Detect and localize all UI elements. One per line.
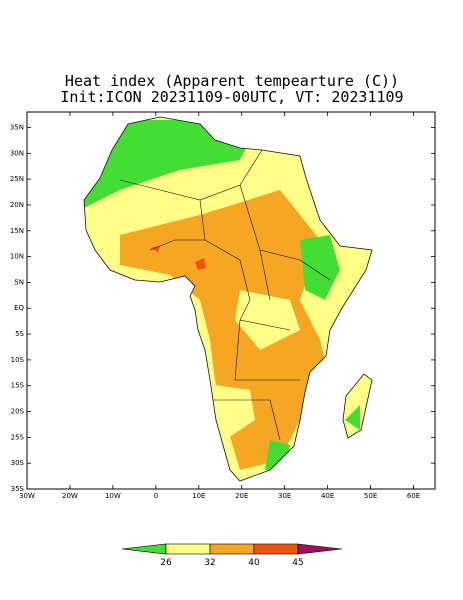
- x-tick-label: 30E: [278, 492, 291, 500]
- y-tick-label: 20S: [11, 408, 25, 416]
- colorbar-segment: [253, 543, 299, 555]
- x-tick-label: 20E: [235, 492, 248, 500]
- y-tick-label: 30N: [10, 149, 24, 157]
- y-tick-label: 10S: [11, 356, 25, 364]
- x-tick-label: 30W: [19, 492, 35, 500]
- colorbar-label: 45: [292, 558, 303, 568]
- colorbar-segment: [165, 543, 211, 555]
- colorbar-high: [297, 543, 343, 555]
- colorbar: 26 32 40 45: [121, 543, 343, 568]
- y-tick-label: 35N: [10, 123, 24, 131]
- colorbar-label: 32: [204, 558, 215, 568]
- x-tick-label: 40E: [321, 492, 334, 500]
- y-tick-label: 5S: [15, 330, 24, 338]
- y-tick-label: 30S: [11, 459, 25, 467]
- x-tick-label: 50E: [364, 492, 377, 500]
- y-tick-label: 15N: [10, 227, 24, 235]
- map-frame: [26, 111, 436, 490]
- y-tick-label: 10N: [10, 253, 24, 261]
- borders: [83, 116, 373, 482]
- y-tick-label: 25N: [10, 175, 24, 183]
- land-fill: [84, 117, 372, 481]
- colorbar-label: 26: [160, 558, 172, 568]
- subtitle: Init:ICON 20231109-00UTC, VT: 20231109: [60, 88, 403, 106]
- colorbar-label: 40: [248, 558, 260, 568]
- y-tick-label: 5N: [14, 278, 24, 286]
- title: Heat index (Apparent tempearture (C)): [65, 72, 399, 90]
- y-tick-label: EQ: [14, 304, 24, 312]
- y-tick-label: 25S: [11, 433, 25, 441]
- x-tick-label: 20W: [62, 492, 78, 500]
- y-tick-label: 15S: [11, 382, 25, 390]
- colorbar-low: [121, 543, 167, 555]
- x-tick-label: 0: [154, 492, 158, 500]
- y-tick-label: 20N: [10, 201, 24, 209]
- x-tick-label: 60E: [407, 492, 420, 500]
- y-tick-label: 35S: [11, 485, 25, 493]
- colorbar-segment: [209, 543, 255, 555]
- x-tick-label: 10W: [105, 492, 121, 500]
- x-tick-label: 10E: [192, 492, 205, 500]
